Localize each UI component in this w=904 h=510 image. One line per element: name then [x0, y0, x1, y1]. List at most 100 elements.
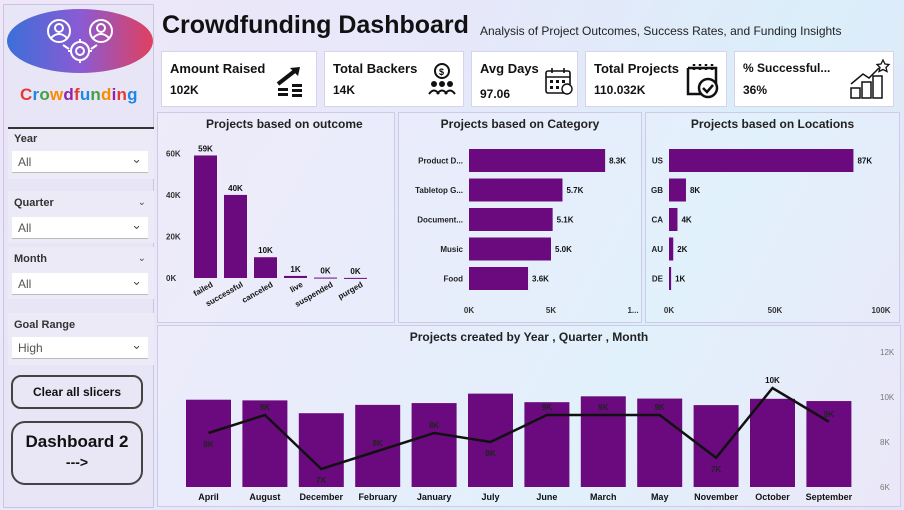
- x-tick-label: April: [198, 492, 219, 502]
- bar: [194, 155, 217, 278]
- x-tick-label: November: [694, 492, 739, 502]
- data-label: 5.1K: [557, 216, 574, 225]
- slicer-year[interactable]: Year All ⌄: [8, 127, 154, 179]
- x-tick-label: July: [481, 492, 499, 502]
- line-data-label: 10K: [765, 376, 780, 385]
- bar: [580, 396, 626, 487]
- data-label: 5.7K: [566, 186, 583, 195]
- logo-letter: r: [32, 85, 40, 104]
- logo-badge: [7, 9, 153, 73]
- bar: [669, 178, 686, 202]
- bar: [284, 275, 307, 278]
- x-tick-label: 0K: [664, 306, 674, 315]
- chevron-down-icon[interactable]: ⌄: [131, 337, 142, 352]
- y-tick-label: 8K: [880, 438, 890, 447]
- logo-letter: n: [90, 85, 101, 104]
- slicer-goal-range[interactable]: Goal Range High ⌄: [8, 313, 154, 365]
- data-label: 1K: [290, 265, 300, 274]
- quarter-dropdown[interactable]: All ⌄: [12, 217, 148, 239]
- y-tick-label: GB: [651, 186, 663, 195]
- bar: [186, 399, 231, 487]
- outcome-bar-chart: 0K20K40K60K59Kfailed40Ksuccessful10Kcanc…: [166, 144, 367, 309]
- x-tick-label: canceled: [240, 280, 274, 305]
- x-tick-label: 0K: [464, 306, 474, 315]
- x-tick-label: August: [249, 492, 280, 502]
- chart-title: Projects created by Year , Quarter , Mon…: [409, 330, 649, 344]
- bar: [669, 237, 674, 261]
- data-label: 4K: [681, 216, 691, 225]
- x-tick-label: September: [806, 492, 853, 502]
- kpi-value: 36%: [743, 83, 768, 97]
- year-dropdown[interactable]: All ⌄: [12, 151, 148, 173]
- y-tick-label: Product D...: [418, 157, 463, 166]
- monthly-chart-panel: Projects created by Year , Quarter , Mon…: [157, 325, 901, 507]
- y-tick-label: Tabletop G...: [415, 186, 463, 195]
- category-chart-panel: Projects based on Category Product D... 8…: [398, 112, 642, 323]
- y-tick-label: Music: [440, 245, 463, 254]
- y-tick-label: Document...: [417, 216, 463, 225]
- data-label: 8.3K: [609, 157, 626, 166]
- slicer-month[interactable]: Month ⌄ All ⌄: [8, 247, 154, 299]
- chart-title: Projects based on Locations: [690, 117, 855, 131]
- data-label: 40K: [228, 184, 243, 193]
- month-dropdown[interactable]: All ⌄: [12, 273, 148, 295]
- dropdown-value: All: [18, 221, 32, 235]
- kpi-total-backers: Total Backers 14K $: [324, 51, 464, 107]
- y-tick-label: 6K: [880, 483, 890, 492]
- line-data-label: 8K: [373, 439, 383, 448]
- y-tick-label: CA: [651, 216, 663, 225]
- logo-letter: i: [111, 85, 117, 104]
- line-data-label: 8K: [485, 449, 495, 458]
- dropdown-value: All: [18, 155, 32, 169]
- dropdown-value: All: [18, 277, 32, 291]
- chevron-down-icon[interactable]: ⌄: [137, 253, 146, 264]
- kpi-label: % Successful...: [743, 61, 831, 75]
- money-growth-icon: [276, 67, 302, 97]
- x-tick-label: February: [358, 492, 397, 502]
- clear-slicers-button[interactable]: Clear all slicers: [11, 375, 143, 409]
- data-label: 3.6K: [532, 275, 549, 284]
- dropdown-value: High: [18, 341, 43, 355]
- line-data-label: 8K: [429, 421, 439, 430]
- kpi-label: Amount Raised: [170, 61, 266, 76]
- logo-letter: g: [127, 85, 138, 104]
- line-data-label: 7K: [316, 476, 326, 485]
- kpi-value: 102K: [170, 83, 199, 97]
- y-tick-label: AU: [651, 245, 663, 254]
- bar: [669, 149, 854, 172]
- locations-chart-panel: Projects based on Locations US 87K GB 8K CA 4…: [645, 112, 900, 323]
- bar: [806, 401, 852, 487]
- x-tick-label: May: [651, 492, 669, 502]
- kpi-value: 97.06: [480, 87, 511, 101]
- chevron-down-icon[interactable]: ⌄: [131, 217, 142, 232]
- goal-range-dropdown[interactable]: High ⌄: [12, 337, 148, 359]
- data-label: 8K: [690, 186, 700, 195]
- chart-title: Projects based on outcome: [206, 117, 363, 131]
- x-tick-label: December: [300, 492, 344, 502]
- x-tick-label: 50K: [768, 306, 783, 315]
- x-tick-label: 1...: [627, 306, 638, 315]
- chart-title: Projects based on Category: [440, 117, 600, 131]
- bar: [469, 237, 551, 261]
- slicer-label: Goal Range: [14, 319, 76, 331]
- slicer-label: Quarter: [14, 197, 54, 209]
- kpi-label: Total Projects: [594, 61, 680, 76]
- data-label: 10K: [258, 246, 273, 255]
- data-label: 0K: [350, 267, 360, 276]
- y-tick-label: 12K: [880, 348, 895, 357]
- line-data-label: 7K: [711, 465, 721, 474]
- y-tick-label: 0K: [166, 274, 176, 283]
- dashboard-2-button[interactable]: Dashboard 2 --->: [11, 421, 143, 485]
- data-label: 5.0K: [555, 245, 572, 254]
- kpi-total-projects: Total Projects 110.032K: [585, 51, 727, 107]
- logo-letter: d: [63, 85, 74, 104]
- slicer-quarter[interactable]: Quarter ⌄ All ⌄: [8, 191, 154, 243]
- chevron-down-icon[interactable]: ⌄: [137, 197, 146, 208]
- chevron-down-icon[interactable]: ⌄: [131, 151, 142, 166]
- category-bar-chart: Product D... 8.3K Tabletop G... 5.7K Documen…: [415, 149, 639, 315]
- locations-bar-chart: US 87K GB 8K CA 4K AU 2K DE 1K 0K 50K 100K: [651, 149, 891, 315]
- svg-text:$: $: [439, 67, 444, 77]
- chevron-down-icon[interactable]: ⌄: [131, 273, 142, 288]
- logo-letter: u: [79, 85, 91, 104]
- logo-letter: f: [73, 85, 80, 104]
